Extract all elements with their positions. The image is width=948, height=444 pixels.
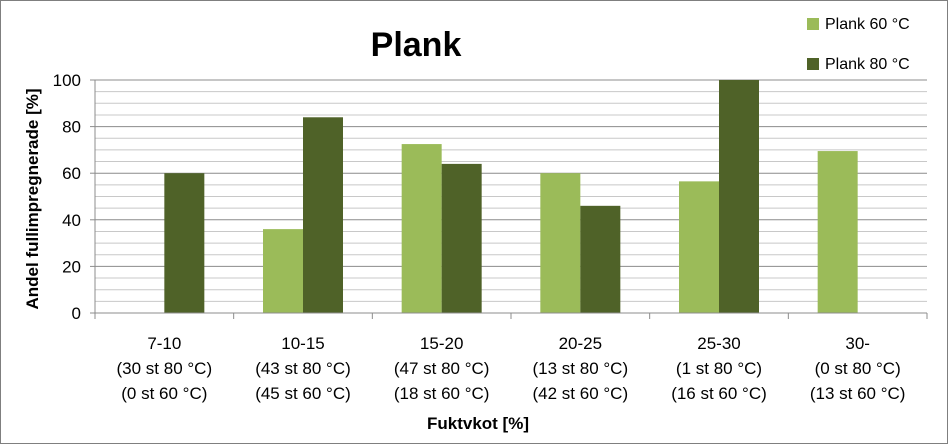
bar-plank-60 (817, 151, 858, 313)
axes (94, 80, 928, 319)
y-tick-label: 100 (53, 71, 81, 90)
x-category-label: 10-15 (281, 334, 324, 353)
x-category-sublabel: (45 st 60 °C) (255, 384, 351, 403)
x-category-label: 7-10 (147, 334, 181, 353)
legend: Plank 60 °C Plank 80 °C (807, 16, 910, 73)
x-category-sublabel: (0 st 60 °C) (121, 384, 207, 403)
bar-plank-60 (679, 181, 719, 313)
y-tick-label: 20 (62, 257, 81, 276)
x-category-sublabel: (42 st 60 °C) (533, 384, 629, 403)
bar-plank-80 (580, 205, 621, 313)
legend-swatch (807, 58, 819, 70)
legend-label: Plank 60 °C (825, 16, 910, 33)
x-category-sublabel: (18 st 60 °C) (394, 384, 490, 403)
bar-plank-80 (164, 173, 205, 313)
chart-title: Plank (371, 26, 462, 64)
x-category-sublabel: (13 st 80 °C) (533, 359, 629, 378)
bar-plank-80 (719, 80, 759, 313)
bars (164, 80, 858, 313)
y-tick-label: 40 (62, 211, 81, 230)
x-category-label: 30- (845, 334, 870, 353)
x-category-sublabel: (47 st 80 °C) (394, 359, 490, 378)
x-axis-label: Fuktvkot [%] (427, 414, 529, 433)
x-category-label: 15-20 (420, 334, 463, 353)
y-tick-label: 0 (72, 304, 81, 323)
x-category-sublabel: (1 st 80 °C) (676, 359, 762, 378)
x-category-sublabel: (0 st 80 °C) (815, 359, 901, 378)
bar-plank-80 (303, 117, 343, 313)
x-category-labels: 7-10 (30 st 80 °C) (0 st 60 °C) 10-15 (43 st… (117, 334, 906, 403)
y-tick-label: 60 (62, 164, 81, 183)
bar-plank-60 (540, 173, 581, 313)
bar-plank-80 (441, 163, 482, 313)
y-axis-label: Andel fullimpregnerade [%] (23, 88, 42, 309)
legend-swatch (807, 18, 819, 30)
x-category-sublabel: (30 st 80 °C) (117, 359, 213, 378)
x-category-sublabel: (16 st 60 °C) (671, 384, 767, 403)
y-tick-labels: 0 20 40 60 80 100 (53, 71, 95, 323)
x-category-label: 20-25 (559, 334, 602, 353)
bar-plank-60 (401, 144, 442, 313)
x-category-sublabel: (13 st 60 °C) (810, 384, 906, 403)
x-category-label: 25-30 (697, 334, 740, 353)
gridlines (95, 79, 927, 302)
bar-plank-60 (263, 229, 303, 313)
x-category-sublabel: (43 st 80 °C) (255, 359, 351, 378)
legend-label: Plank 80 °C (825, 56, 910, 73)
y-tick-label: 80 (62, 118, 81, 137)
